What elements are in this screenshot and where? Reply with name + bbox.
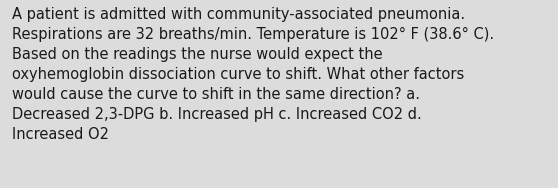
Text: A patient is admitted with community-associated pneumonia.
Respirations are 32 b: A patient is admitted with community-ass… [12,7,494,142]
